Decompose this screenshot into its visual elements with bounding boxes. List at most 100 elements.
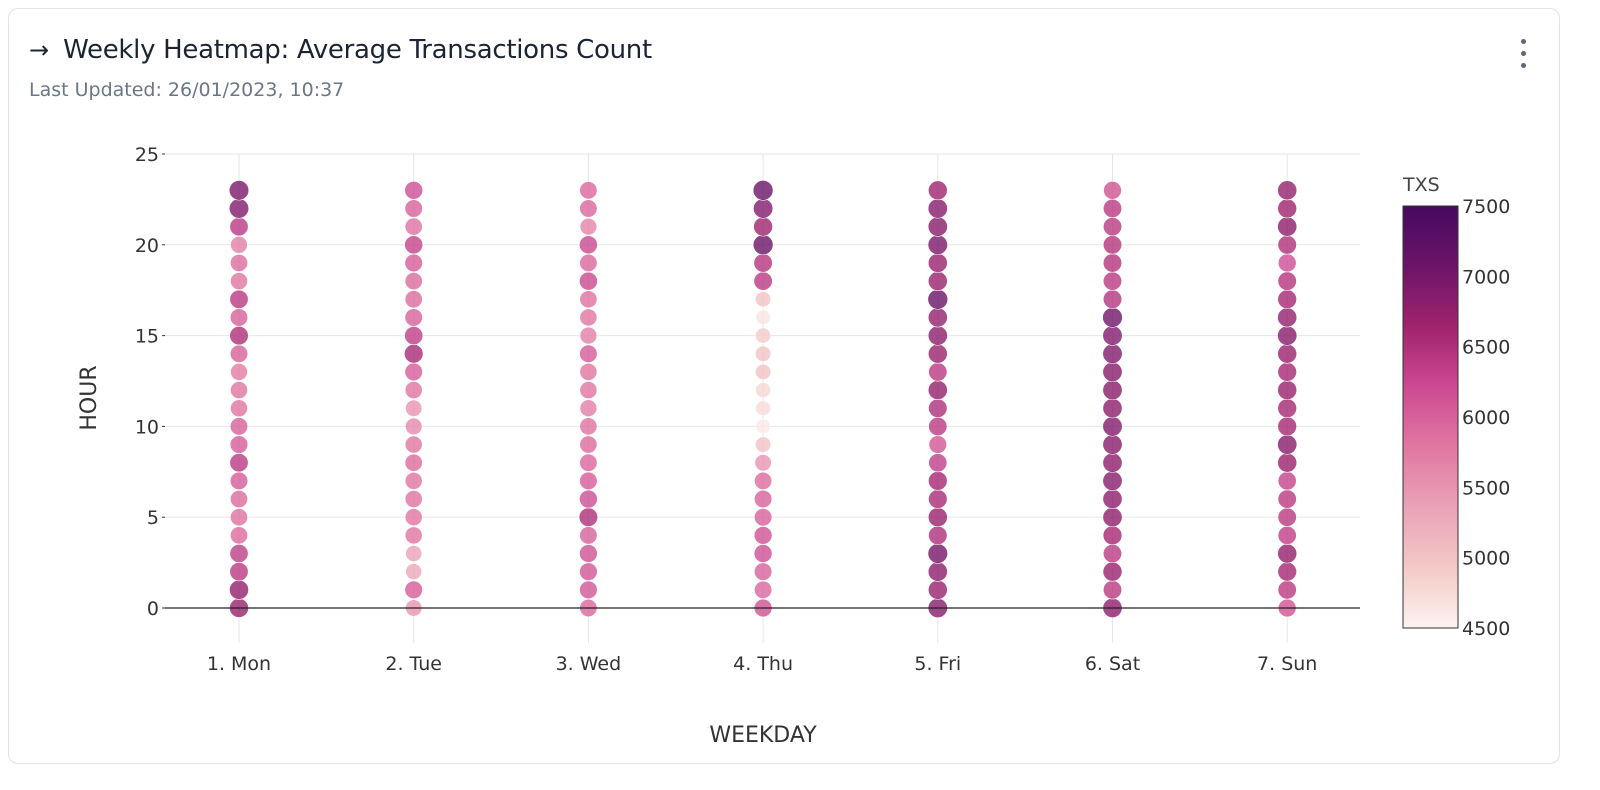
data-point[interactable] — [928, 525, 948, 545]
data-point[interactable] — [1102, 289, 1123, 309]
data-point[interactable] — [1277, 507, 1297, 527]
data-point[interactable] — [404, 453, 423, 472]
data-point[interactable] — [1102, 343, 1123, 364]
data-point[interactable] — [1277, 525, 1297, 545]
data-point[interactable] — [1102, 561, 1123, 582]
data-point[interactable] — [928, 471, 948, 491]
data-point[interactable] — [579, 217, 598, 236]
data-point[interactable] — [1102, 580, 1123, 600]
data-point[interactable] — [1102, 543, 1123, 564]
data-point[interactable] — [1102, 217, 1123, 237]
data-point[interactable] — [229, 562, 249, 582]
data-point[interactable] — [927, 507, 948, 528]
data-point[interactable] — [754, 471, 773, 490]
data-point[interactable] — [579, 453, 598, 472]
data-point[interactable] — [579, 181, 598, 200]
data-point[interactable] — [1277, 489, 1297, 509]
data-point[interactable] — [229, 289, 249, 309]
data-point[interactable] — [755, 400, 771, 417]
data-point[interactable] — [1277, 235, 1297, 255]
data-point[interactable] — [1277, 253, 1297, 273]
data-point[interactable] — [752, 180, 774, 201]
arrow-right-icon[interactable]: → — [29, 36, 50, 64]
data-point[interactable] — [229, 579, 249, 600]
data-point[interactable] — [405, 545, 423, 562]
data-point[interactable] — [753, 271, 773, 291]
data-point[interactable] — [230, 381, 248, 399]
data-point[interactable] — [404, 272, 423, 291]
data-point[interactable] — [753, 508, 773, 527]
data-point[interactable] — [229, 344, 249, 363]
data-point[interactable] — [404, 490, 423, 508]
data-point[interactable] — [229, 308, 249, 327]
data-point[interactable] — [405, 417, 423, 436]
data-point[interactable] — [230, 363, 248, 381]
data-point[interactable] — [1102, 380, 1123, 401]
data-point[interactable] — [1277, 398, 1297, 418]
data-point[interactable] — [927, 561, 948, 582]
data-point[interactable] — [1277, 325, 1298, 346]
data-point[interactable] — [579, 344, 598, 363]
data-point[interactable] — [229, 544, 249, 563]
data-point[interactable] — [1277, 434, 1298, 455]
data-point[interactable] — [928, 180, 948, 201]
data-point[interactable] — [228, 180, 250, 201]
data-point[interactable] — [404, 326, 424, 346]
data-point[interactable] — [1277, 580, 1297, 600]
data-point[interactable] — [755, 327, 772, 344]
data-point[interactable] — [1277, 416, 1297, 437]
data-point[interactable] — [579, 580, 598, 600]
data-point[interactable] — [404, 290, 423, 309]
data-point[interactable] — [404, 435, 423, 454]
data-point[interactable] — [228, 198, 250, 219]
data-point[interactable] — [579, 417, 598, 436]
data-point[interactable] — [1102, 507, 1123, 528]
data-point[interactable] — [755, 382, 771, 398]
data-point[interactable] — [1277, 543, 1298, 564]
data-point[interactable] — [1103, 181, 1122, 200]
data-point[interactable] — [579, 381, 598, 399]
data-point[interactable] — [1102, 198, 1123, 219]
data-point[interactable] — [229, 453, 249, 473]
data-point[interactable] — [927, 325, 948, 346]
data-point[interactable] — [229, 325, 249, 346]
kebab-menu-icon[interactable] — [1515, 39, 1531, 75]
data-point[interactable] — [927, 307, 948, 328]
data-point[interactable] — [404, 526, 423, 545]
data-point[interactable] — [579, 271, 598, 291]
data-point[interactable] — [927, 198, 948, 219]
data-point[interactable] — [404, 217, 423, 236]
data-point[interactable] — [1277, 452, 1298, 473]
data-point[interactable] — [579, 435, 598, 454]
data-point[interactable] — [927, 543, 948, 564]
data-point[interactable] — [928, 435, 948, 454]
data-point[interactable] — [579, 363, 598, 381]
data-point[interactable] — [1102, 470, 1123, 491]
data-point[interactable] — [928, 416, 948, 436]
data-point[interactable] — [1277, 561, 1297, 582]
data-point[interactable] — [1277, 380, 1298, 400]
data-point[interactable] — [229, 217, 249, 237]
data-point[interactable] — [927, 289, 949, 310]
data-point[interactable] — [1102, 452, 1123, 473]
data-point[interactable] — [578, 507, 599, 527]
data-point[interactable] — [1102, 398, 1123, 419]
data-point[interactable] — [1102, 307, 1123, 328]
data-point[interactable] — [404, 308, 423, 327]
data-point[interactable] — [404, 253, 423, 273]
data-point[interactable] — [230, 272, 248, 291]
data-point[interactable] — [1102, 525, 1123, 546]
data-point[interactable] — [753, 198, 774, 219]
data-point[interactable] — [928, 398, 948, 418]
data-point[interactable] — [755, 291, 772, 308]
data-point[interactable] — [579, 290, 598, 309]
data-point[interactable] — [1102, 325, 1123, 346]
data-point[interactable] — [755, 418, 771, 435]
data-point[interactable] — [1277, 362, 1297, 382]
data-point[interactable] — [1102, 271, 1123, 291]
data-point[interactable] — [927, 253, 948, 273]
data-point[interactable] — [404, 199, 423, 218]
data-point[interactable] — [753, 526, 773, 545]
data-point[interactable] — [1102, 253, 1123, 273]
data-point[interactable] — [1102, 235, 1123, 255]
